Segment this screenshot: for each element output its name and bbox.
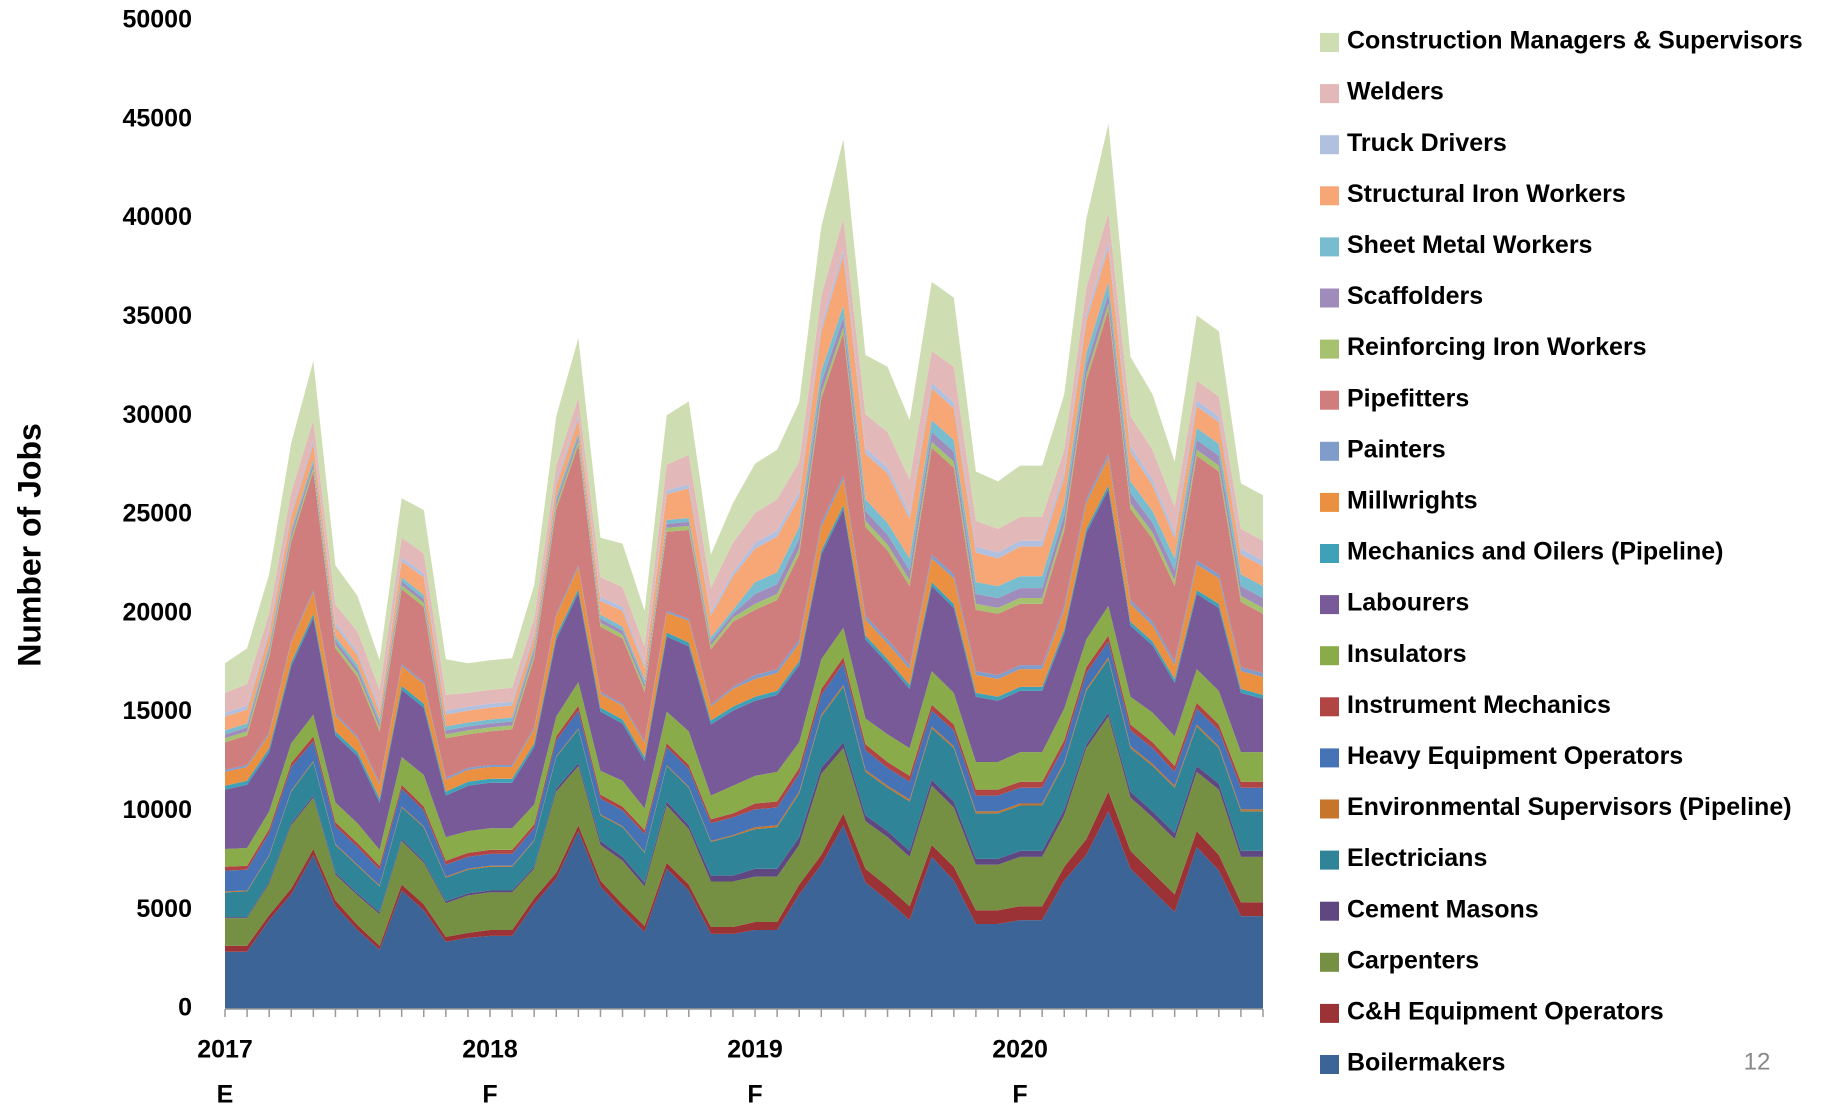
legend-label: Environmental Supervisors (Pipeline) bbox=[1347, 793, 1792, 821]
legend-swatch bbox=[1320, 186, 1339, 206]
legend-swatch bbox=[1320, 544, 1339, 563]
legend-label: Sheet Metal Workers bbox=[1347, 231, 1592, 259]
y-tick-label: 45000 bbox=[122, 104, 192, 132]
area bbox=[225, 716, 1263, 946]
y-tick-label: 50000 bbox=[122, 6, 192, 34]
page-number: 12 bbox=[1744, 1048, 1771, 1075]
legend-label: Labourers bbox=[1347, 589, 1469, 617]
legend-swatch bbox=[1320, 135, 1339, 155]
legend-swatch bbox=[1320, 901, 1339, 921]
x-tick-note: F bbox=[482, 1081, 497, 1105]
legend-swatch bbox=[1320, 646, 1339, 666]
x-tick-label: 2020 bbox=[992, 1036, 1048, 1064]
legend-swatch bbox=[1320, 390, 1339, 410]
y-tick-label: 35000 bbox=[122, 302, 192, 330]
legend-swatch bbox=[1320, 237, 1339, 257]
legend-swatch bbox=[1320, 850, 1339, 870]
x-tick-note: F bbox=[1012, 1081, 1027, 1105]
x-tick-label: 2019 bbox=[727, 1036, 783, 1064]
legend-label: Heavy Equipment Operators bbox=[1347, 742, 1683, 770]
area bbox=[225, 605, 1263, 867]
legend-swatch bbox=[1320, 748, 1339, 768]
x-tick-note: F bbox=[747, 1081, 762, 1105]
legend-label: Boilermakers bbox=[1347, 1049, 1505, 1077]
area bbox=[225, 712, 1263, 919]
y-tick-label: 30000 bbox=[122, 401, 192, 429]
legend-swatch bbox=[1320, 799, 1339, 819]
legend-swatch bbox=[1320, 339, 1339, 359]
legend-swatch bbox=[1320, 288, 1339, 308]
legend-swatch bbox=[1320, 441, 1339, 461]
area bbox=[225, 791, 1263, 952]
x-tick-label: 2018 bbox=[462, 1036, 518, 1064]
legend-label: Cement Masons bbox=[1347, 895, 1539, 923]
y-tick-label: 0 bbox=[178, 994, 192, 1022]
area bbox=[225, 309, 1263, 783]
legend-label: Millwrights bbox=[1347, 487, 1478, 515]
legend-label: Painters bbox=[1347, 435, 1446, 463]
y-tick-label: 10000 bbox=[122, 796, 192, 824]
y-tick-label: 20000 bbox=[122, 598, 192, 626]
legend-swatch bbox=[1320, 595, 1339, 615]
area bbox=[225, 659, 1263, 918]
area bbox=[225, 641, 1263, 892]
area bbox=[225, 811, 1263, 1009]
legend-swatch bbox=[1320, 1003, 1339, 1023]
x-tick-note: E bbox=[217, 1081, 234, 1105]
legend-swatch bbox=[1320, 33, 1339, 52]
legend-label: C&H Equipment Operators bbox=[1347, 998, 1664, 1026]
x-tick-label: 2017 bbox=[197, 1036, 253, 1064]
legend-label: Pipefitters bbox=[1347, 384, 1469, 412]
legend-label: Mechanics and Oilers (Pipeline) bbox=[1347, 538, 1724, 566]
y-tick-label: 5000 bbox=[136, 895, 192, 923]
legend-swatch bbox=[1320, 1055, 1339, 1074]
legend-label: Electricians bbox=[1347, 844, 1487, 872]
legend-label: Scaffolders bbox=[1347, 282, 1483, 310]
legend-label: Carpenters bbox=[1347, 946, 1479, 974]
y-tick-label: 25000 bbox=[122, 500, 192, 528]
legend-swatch bbox=[1320, 492, 1339, 512]
legend-label: Truck Drivers bbox=[1347, 129, 1507, 157]
legend-swatch bbox=[1320, 84, 1339, 104]
y-axis-title: Number of Jobs bbox=[11, 423, 47, 667]
y-tick-label: 15000 bbox=[122, 697, 192, 725]
legend-label: Insulators bbox=[1347, 640, 1466, 668]
legend-swatch bbox=[1320, 697, 1339, 717]
legend-label: Reinforcing Iron Workers bbox=[1347, 333, 1647, 361]
legend-label: Construction Managers & Supervisors bbox=[1347, 27, 1803, 55]
area bbox=[225, 489, 1263, 850]
legend-label: Welders bbox=[1347, 78, 1444, 106]
legend-label: Instrument Mechanics bbox=[1347, 691, 1611, 719]
y-tick-label: 40000 bbox=[122, 203, 192, 231]
legend-label: Structural Iron Workers bbox=[1347, 180, 1626, 208]
legend-swatch bbox=[1320, 952, 1339, 972]
